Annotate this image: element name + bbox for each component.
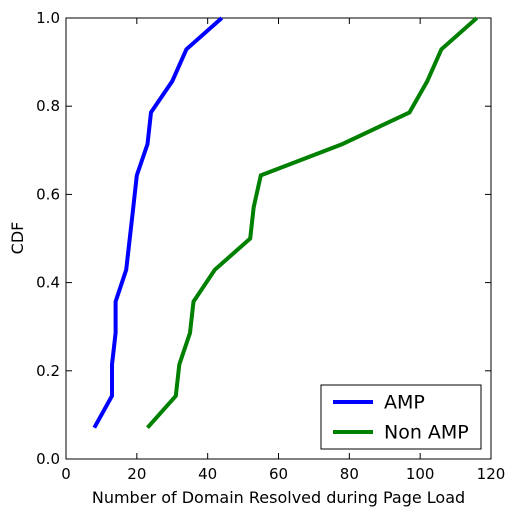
legend-label-non-amp: Non AMP [384, 422, 469, 444]
y-tick-label: 0.6 [36, 185, 60, 203]
x-tick-label: 0 [61, 465, 71, 483]
x-tick-label: 80 [340, 465, 359, 483]
legend: AMP Non AMP [320, 384, 482, 450]
series-line-amp [92, 16, 224, 429]
x-tick-label: 120 [477, 465, 506, 483]
axis-ticks [65, 17, 492, 460]
y-tick-label: 1.0 [36, 9, 60, 27]
y-tick-label: 0.4 [36, 274, 60, 292]
x-tick-label: 40 [198, 465, 217, 483]
y-axis-label: CDF [8, 222, 27, 255]
y-tick-label: 0.8 [36, 97, 60, 115]
series-line-non-amp [146, 16, 479, 430]
legend-label-amp: AMP [384, 392, 425, 414]
x-axis-label: Number of Domain Resolved during Page Lo… [92, 488, 465, 507]
legend-box [320, 384, 482, 450]
x-tick-label: 60 [269, 465, 288, 483]
y-tick-label: 0.2 [36, 362, 60, 380]
x-tick-label: 20 [127, 465, 146, 483]
x-tick-label: 100 [406, 465, 435, 483]
tick-labels: 0 20 40 60 80 100 120 0.0 0.2 0.4 0.6 0.8 1.0 [36, 9, 505, 483]
series-lines [92, 16, 479, 430]
y-tick-label: 0.0 [36, 450, 60, 468]
